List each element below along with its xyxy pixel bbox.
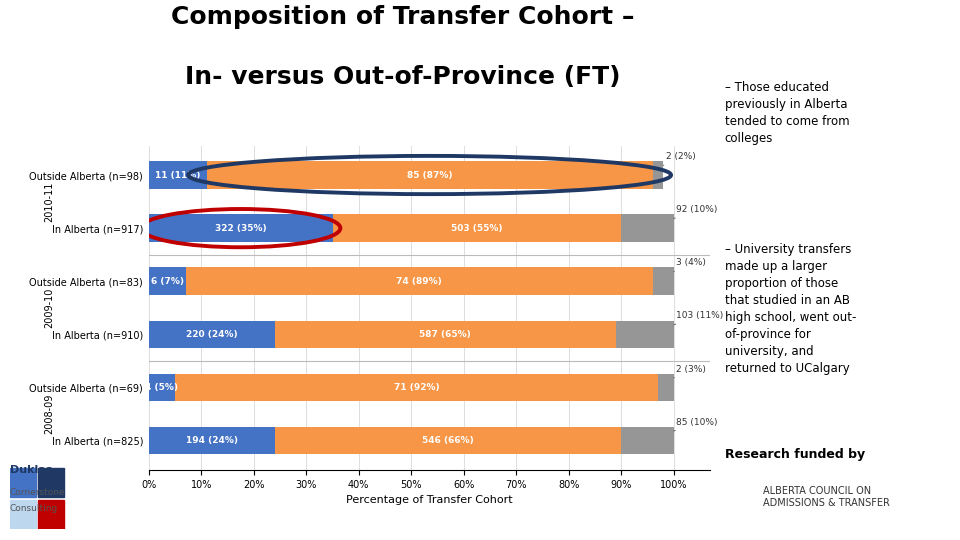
Text: 92 (10%): 92 (10%) bbox=[674, 205, 718, 219]
Text: ALBERTA COUNCIL ON
ADMISSIONS & TRANSFER: ALBERTA COUNCIL ON ADMISSIONS & TRANSFER bbox=[763, 486, 890, 508]
Bar bbox=[175, 374, 658, 401]
Text: Cornerstone: Cornerstone bbox=[10, 488, 65, 497]
Text: Research funded by: Research funded by bbox=[725, 448, 865, 461]
Text: 503 (55%): 503 (55%) bbox=[451, 224, 503, 233]
Text: 2008-09: 2008-09 bbox=[44, 394, 54, 434]
Bar bbox=[658, 374, 674, 401]
Text: 587 (65%): 587 (65%) bbox=[420, 330, 471, 339]
Bar bbox=[275, 427, 621, 454]
Bar bbox=[616, 321, 674, 348]
Bar bbox=[275, 321, 616, 348]
Text: 322 (35%): 322 (35%) bbox=[215, 224, 267, 233]
Text: 85 (87%): 85 (87%) bbox=[407, 171, 452, 179]
Text: Consulting: Consulting bbox=[10, 504, 58, 513]
Text: 3 (4%): 3 (4%) bbox=[674, 258, 707, 272]
Text: 85 (10%): 85 (10%) bbox=[674, 417, 718, 431]
Bar bbox=[332, 214, 621, 242]
Text: – Those educated
previously in Alberta
tended to come from
colleges: – Those educated previously in Alberta t… bbox=[725, 81, 850, 145]
Bar bbox=[149, 161, 206, 189]
Text: 194 (24%): 194 (24%) bbox=[186, 436, 238, 445]
Text: 2 (3%): 2 (3%) bbox=[674, 364, 707, 378]
Bar bbox=[10, 500, 36, 529]
Text: 11 (11%): 11 (11%) bbox=[155, 171, 201, 179]
Text: 2 (2%): 2 (2%) bbox=[663, 152, 696, 165]
Bar bbox=[38, 500, 64, 529]
X-axis label: Percentage of Transfer Cohort: Percentage of Transfer Cohort bbox=[347, 495, 513, 505]
Text: Composition of Transfer Cohort –: Composition of Transfer Cohort – bbox=[172, 5, 635, 29]
Text: Duklas: Duklas bbox=[10, 465, 52, 475]
Bar bbox=[149, 374, 175, 401]
Text: 6 (7%): 6 (7%) bbox=[151, 276, 183, 286]
Bar bbox=[653, 161, 663, 189]
Bar bbox=[38, 468, 64, 497]
Bar bbox=[206, 161, 653, 189]
Legend: Attended college, Attended university, Attended both college and university: Attended college, Attended university, A… bbox=[196, 537, 663, 540]
Text: 2010-11: 2010-11 bbox=[44, 181, 54, 222]
Bar bbox=[621, 214, 674, 242]
Bar bbox=[149, 267, 185, 295]
Bar bbox=[149, 427, 275, 454]
Bar bbox=[149, 214, 332, 242]
Text: 4 (5%): 4 (5%) bbox=[145, 383, 179, 392]
Bar bbox=[653, 267, 674, 295]
Bar bbox=[185, 267, 653, 295]
Text: 220 (24%): 220 (24%) bbox=[186, 330, 237, 339]
Text: 546 (66%): 546 (66%) bbox=[422, 436, 474, 445]
Bar bbox=[149, 321, 275, 348]
Bar bbox=[10, 468, 36, 497]
Bar bbox=[621, 427, 674, 454]
Text: In- versus Out-of-Province (FT): In- versus Out-of-Province (FT) bbox=[185, 65, 621, 89]
Text: 103 (11%): 103 (11%) bbox=[674, 312, 724, 325]
Text: – University transfers
made up a larger
proportion of those
that studied in an A: – University transfers made up a larger … bbox=[725, 243, 856, 375]
Text: 2009-10: 2009-10 bbox=[44, 288, 54, 328]
Text: 74 (89%): 74 (89%) bbox=[396, 276, 442, 286]
Text: 71 (92%): 71 (92%) bbox=[394, 383, 440, 392]
